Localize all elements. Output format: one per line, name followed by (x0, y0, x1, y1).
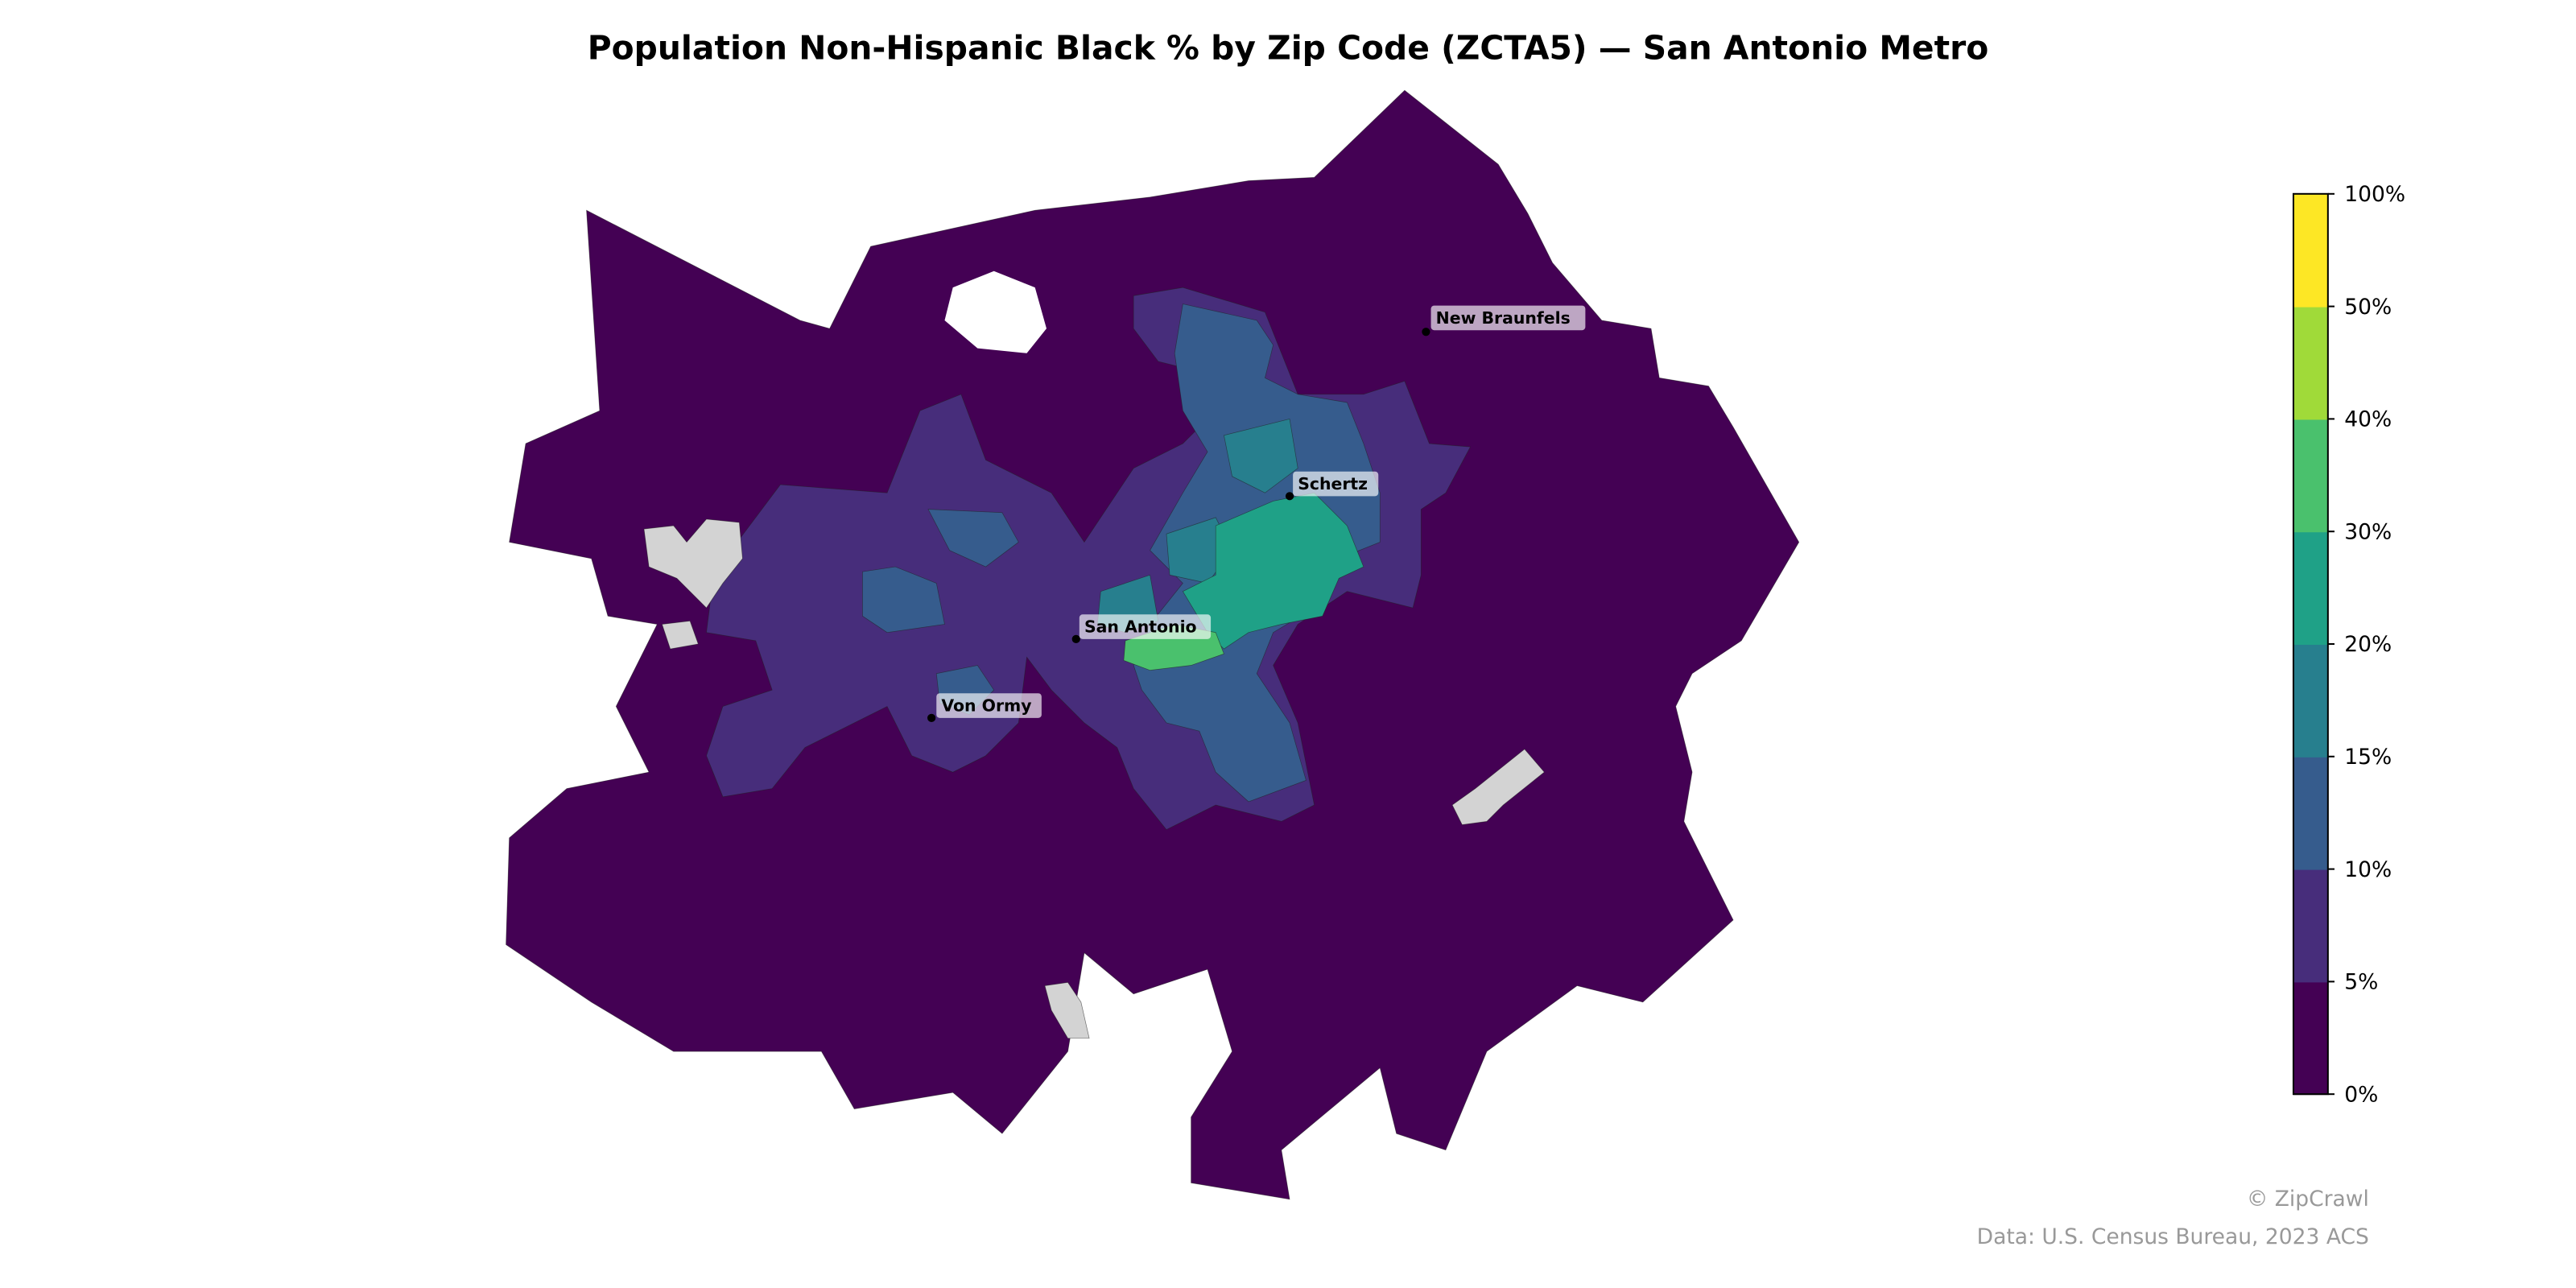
no-data-w (661, 621, 699, 650)
no-data-s (1044, 982, 1090, 1039)
colorbar: 0% 5% 10% 15% 20% 30% 40% 50% 100% (2292, 182, 2405, 1107)
colorbar-tick-label: 5% (2344, 970, 2378, 995)
colorbar-bin (2293, 981, 2328, 1096)
colorbar-bin (2293, 531, 2328, 646)
colorbar-tick-label: 0% (2344, 1082, 2378, 1107)
city-dot (927, 713, 936, 722)
city-dot (1071, 634, 1080, 643)
colorbar-tick-label: 100% (2344, 182, 2405, 207)
data-source: Data: U.S. Census Bureau, 2023 ACS (1977, 1224, 2369, 1249)
colorbar-tick-label: 40% (2344, 407, 2392, 432)
zone-15-20 (1223, 418, 1298, 493)
no-data-nw (643, 518, 743, 609)
city-new-braunfels: New Braunfels (1422, 305, 1586, 336)
colorbar-tick-label: 50% (2344, 295, 2392, 320)
map-title: Population Non-Hispanic Black % by Zip C… (588, 28, 1989, 67)
city-label-box (1079, 614, 1212, 639)
zone-10-15-nw (927, 509, 1019, 568)
hole (944, 270, 1046, 353)
colorbar-bin (2293, 644, 2328, 758)
city-dot (1285, 492, 1294, 501)
colorbar-tick-label: 15% (2344, 745, 2392, 770)
city-label-box (1430, 305, 1586, 331)
credit: © ZipCrawl (2247, 1187, 2369, 1212)
colorbar-bin (2293, 756, 2328, 870)
city-label-box (936, 693, 1042, 718)
map (506, 89, 1800, 1200)
colorbar-bin (2293, 419, 2328, 533)
city-schertz: Schertz (1285, 471, 1379, 501)
zone-10-15-west (862, 566, 945, 634)
city-label: San Antonio (1084, 617, 1197, 637)
city-label: Schertz (1298, 474, 1368, 493)
city-label: Von Ormy (941, 696, 1031, 716)
colorbar-bin (2293, 193, 2328, 308)
city-label-box (1293, 471, 1379, 497)
colorbar-bin (2293, 869, 2328, 983)
colorbar-tick-label: 20% (2344, 632, 2392, 657)
colorbar-bin (2293, 306, 2328, 420)
colorbar-tick-label: 30% (2344, 519, 2392, 544)
colorbar-tick-label: 10% (2344, 857, 2392, 882)
city-dot (1422, 328, 1430, 336)
city-label: New Braunfels (1436, 308, 1571, 328)
city-san-antonio: San Antonio (1071, 614, 1212, 643)
city-von-ormy: Von Ormy (927, 693, 1042, 722)
no-data-e (1451, 749, 1545, 825)
city-markers: New Braunfels Schertz San Antonio Von Or… (927, 305, 1586, 722)
zone-20-30 (1182, 492, 1364, 650)
